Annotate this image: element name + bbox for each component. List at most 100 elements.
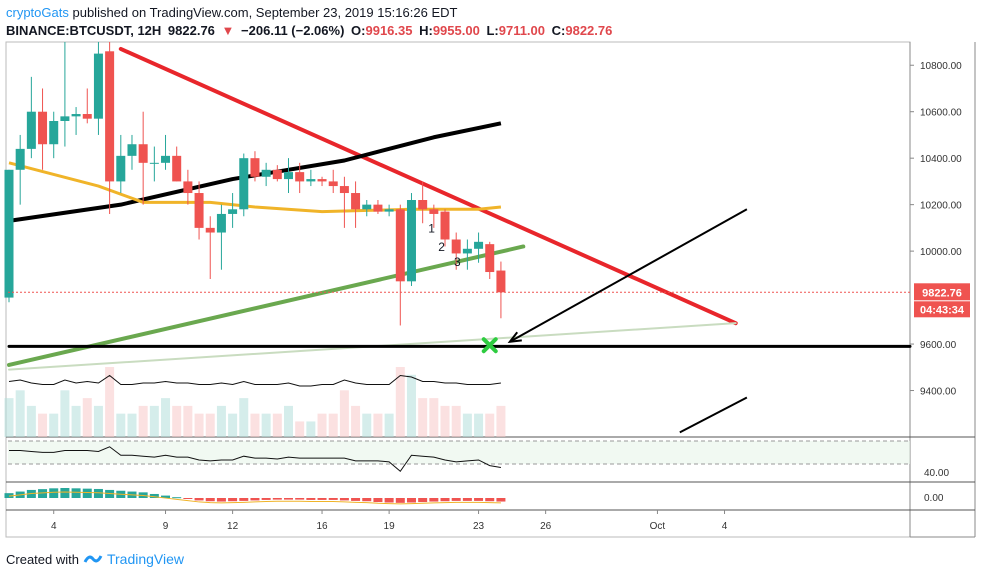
close-label: C: [551, 23, 566, 38]
x-tick-label: 4 [722, 521, 728, 532]
low-value: 9711.00 [498, 23, 546, 38]
countdown-tag [914, 301, 970, 318]
macd-histogram-bar [216, 498, 226, 502]
y-tick-label: 10800.00 [920, 61, 962, 72]
candle-body [161, 155, 171, 163]
volume-bar [149, 405, 159, 437]
wave-label: 3 [454, 255, 461, 269]
macd-histogram-bar [261, 498, 271, 500]
candle-body [71, 114, 81, 117]
x-tick-label: 9 [163, 521, 169, 532]
author-link[interactable]: cryptoGats [6, 5, 69, 20]
rsi-tick-label: 40.00 [924, 468, 949, 479]
macd-histogram-bar [38, 489, 48, 498]
macd-tick-label: 0.00 [924, 493, 944, 504]
candle-body [351, 193, 361, 210]
macd-histogram-bar [205, 498, 215, 502]
candle-body [172, 155, 182, 182]
open-value: 9916.35 [365, 23, 413, 38]
macd-histogram-bar [328, 498, 338, 500]
macd-histogram-bar [429, 498, 439, 502]
volume-bar [306, 421, 316, 437]
macd-histogram-bar [60, 488, 70, 498]
candle-body [93, 53, 103, 119]
macd-histogram-bar [71, 488, 81, 498]
high-value: 9955.00 [432, 23, 480, 38]
volume-bar [362, 413, 372, 437]
volume-bar [138, 405, 148, 437]
macd-histogram-bar [149, 493, 159, 498]
rsi-band [8, 441, 910, 464]
candle-body [261, 169, 271, 177]
candle-body [395, 209, 405, 282]
candle-body [451, 239, 461, 254]
candle-body [328, 181, 338, 187]
candle-body [205, 227, 215, 233]
last-price-tag [914, 283, 970, 301]
candle-body [4, 169, 14, 298]
y-tick-label: 10000.00 [920, 247, 962, 258]
candle-body [362, 204, 372, 210]
last-price-tag-text: 9822.76 [922, 287, 962, 299]
macd-histogram-bar [4, 493, 14, 498]
candle-body [15, 148, 25, 170]
volume-bar [60, 390, 70, 437]
volume-bar [429, 398, 439, 437]
candle-body [239, 158, 249, 210]
volume-bar [93, 405, 103, 437]
candle-body [60, 116, 70, 121]
volume-bar [194, 413, 204, 437]
candle-body [406, 200, 416, 282]
candle-body [49, 121, 59, 145]
volume-bar [317, 413, 327, 437]
high-label: H: [419, 23, 433, 38]
volume-bar [239, 398, 249, 437]
candle-body [474, 241, 484, 249]
tradingview-brand[interactable]: TradingView [106, 551, 185, 567]
low-label: L: [486, 23, 499, 38]
volume-bar [38, 413, 48, 437]
candle-body [194, 193, 204, 228]
macd-histogram-bar [395, 498, 405, 503]
volume-bar [105, 367, 115, 437]
volume-bar [284, 405, 293, 437]
candle-body [496, 270, 506, 293]
macd-histogram-bar [306, 498, 316, 500]
macd-histogram-bar [228, 498, 238, 502]
countdown-tag-text: 04:43:34 [920, 304, 965, 316]
volume-bar [127, 413, 137, 437]
symbol-name: BINANCE:BTCUSDT, 12H [6, 23, 162, 38]
volume-bar [216, 405, 226, 437]
candle-body [250, 158, 260, 177]
candle-body [284, 172, 293, 180]
price-change: −206.11 (−2.06%) [241, 23, 345, 38]
target-x-marker [481, 337, 498, 354]
macd-histogram-bar [362, 498, 372, 502]
volume-bar [496, 405, 506, 437]
arrow-line [509, 208, 748, 343]
x-tick-label: 12 [227, 521, 239, 532]
candle-body [485, 244, 495, 273]
macd-histogram-bar [406, 498, 416, 503]
volume-bar [474, 413, 484, 437]
volume-bar [205, 413, 215, 437]
volume-bar [272, 413, 282, 437]
candle-body [116, 155, 126, 182]
x-tick-label: 16 [316, 521, 328, 532]
macd-histogram-bar [373, 498, 383, 503]
macd-histogram-bar [183, 498, 193, 499]
macd-histogram-bar [172, 497, 182, 499]
candle-body [440, 211, 450, 240]
volume-bar [261, 413, 271, 437]
y-tick-label: 9400.00 [920, 387, 957, 398]
candle-body [183, 181, 193, 194]
macd-histogram-bar [93, 488, 103, 498]
candle-body [418, 200, 428, 210]
macd-histogram-bar [239, 498, 249, 501]
candle-body [317, 179, 327, 182]
candle-body [26, 111, 36, 149]
last-price: 9822.76 [167, 23, 215, 38]
macd-histogram-bar [272, 498, 282, 500]
volume-bar [250, 413, 260, 437]
